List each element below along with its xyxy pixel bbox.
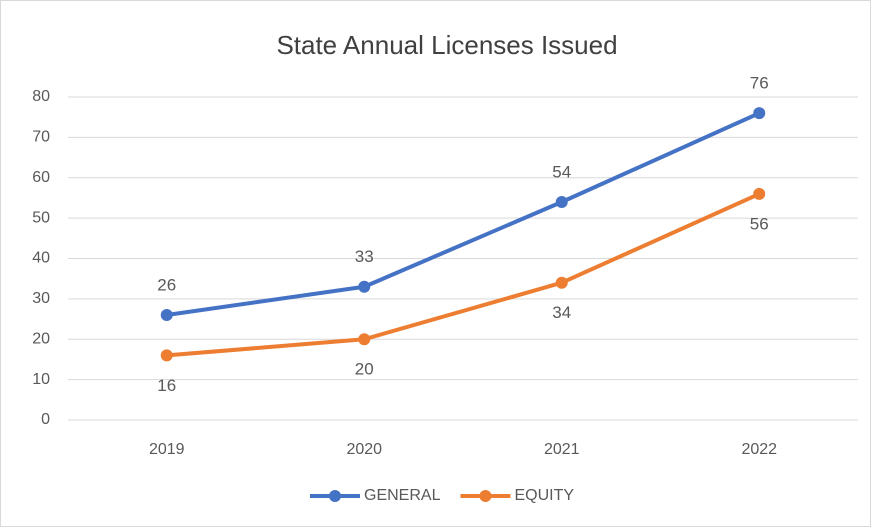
data-point bbox=[555, 276, 568, 289]
y-tick-label: 50 bbox=[32, 209, 50, 226]
x-tick-label: 2021 bbox=[544, 441, 580, 458]
legend-label: GENERAL bbox=[364, 487, 441, 504]
x-tick-label: 2020 bbox=[346, 441, 382, 458]
legend-marker bbox=[479, 490, 492, 502]
x-tick-label: 2022 bbox=[741, 441, 777, 458]
series-line bbox=[164, 111, 762, 318]
data-label: 16 bbox=[157, 376, 176, 395]
legend-label: EQUITY bbox=[514, 487, 574, 504]
y-tick-label: 20 bbox=[32, 330, 50, 347]
data-point bbox=[753, 107, 766, 120]
data-label: 26 bbox=[157, 276, 176, 295]
series-line bbox=[164, 191, 762, 358]
data-label: 56 bbox=[750, 214, 769, 233]
data-label: 33 bbox=[355, 247, 374, 266]
y-tick-label: 60 bbox=[32, 169, 50, 186]
data-label: 34 bbox=[552, 303, 571, 322]
data-label: 20 bbox=[355, 360, 374, 379]
data-point bbox=[160, 309, 173, 322]
y-tick-label: 10 bbox=[32, 371, 50, 388]
data-point bbox=[160, 349, 173, 362]
y-tick-label: 80 bbox=[32, 88, 50, 105]
y-tick-label: 0 bbox=[41, 411, 50, 428]
y-tick-label: 40 bbox=[32, 250, 50, 267]
data-point bbox=[555, 195, 568, 208]
x-tick-label: 2019 bbox=[149, 441, 185, 458]
chart-title: State Annual Licenses Issued bbox=[276, 30, 617, 60]
data-point bbox=[358, 280, 371, 293]
y-tick-label: 30 bbox=[32, 290, 50, 307]
legend-marker bbox=[329, 490, 341, 502]
data-point bbox=[753, 187, 766, 200]
y-tick-label: 70 bbox=[32, 129, 50, 146]
data-point bbox=[358, 333, 371, 346]
data-label: 54 bbox=[552, 162, 571, 181]
data-label: 76 bbox=[750, 74, 769, 93]
